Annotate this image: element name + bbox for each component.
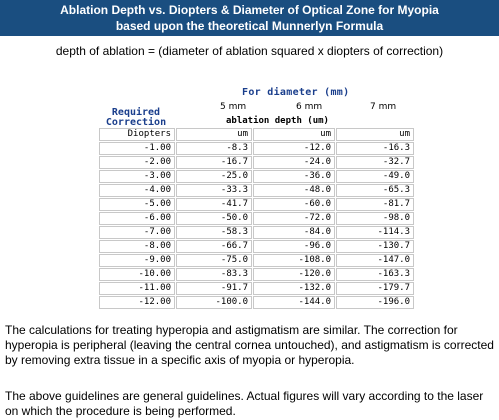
table-cell: -16.7 bbox=[176, 156, 252, 169]
required-correction-label: Required Correction bbox=[105, 107, 167, 128]
table-cell: -91.7 bbox=[176, 282, 252, 295]
size-5mm-label: 5 mm bbox=[220, 102, 247, 112]
table-cell: -114.3 bbox=[336, 226, 414, 239]
table-cell: -75.0 bbox=[176, 254, 252, 267]
unit-cell: um bbox=[253, 128, 335, 141]
table-cell: -7.00 bbox=[99, 226, 175, 239]
table-cell: -36.0 bbox=[253, 170, 335, 183]
table-cell: -32.7 bbox=[336, 156, 414, 169]
table-cell: -10.00 bbox=[99, 268, 175, 281]
table-cell: -41.7 bbox=[176, 198, 252, 211]
table-cell: -81.7 bbox=[336, 198, 414, 211]
table-cell: -72.0 bbox=[253, 212, 335, 225]
table-cell: -65.3 bbox=[336, 184, 414, 197]
table-cell: -33.3 bbox=[176, 184, 252, 197]
table-cell: -179.7 bbox=[336, 282, 414, 295]
table-cell: -196.0 bbox=[336, 296, 414, 309]
table-cell: -8.00 bbox=[99, 240, 175, 253]
table-row: -7.00 -58.3 -84.0 -114.3 bbox=[99, 226, 414, 239]
table-row: -3.00 -25.0 -36.0 -49.0 bbox=[99, 170, 414, 183]
table-cell: -16.3 bbox=[336, 142, 414, 155]
table-row: -12.00 -100.0 -144.0 -196.0 bbox=[99, 296, 414, 309]
ablation-depth-label: ablation depth (um) bbox=[226, 116, 329, 126]
table-cell: -9.00 bbox=[99, 254, 175, 267]
size-6mm-label: 6 mm bbox=[296, 102, 323, 112]
unit-cell: um bbox=[336, 128, 414, 141]
table-cell: -130.7 bbox=[336, 240, 414, 253]
table-cell: -1.00 bbox=[99, 142, 175, 155]
table-cell: -12.00 bbox=[99, 296, 175, 309]
table-cell: -100.0 bbox=[176, 296, 252, 309]
table-cell: -120.0 bbox=[253, 268, 335, 281]
table-cell: -24.0 bbox=[253, 156, 335, 169]
unit-cell: um bbox=[176, 128, 252, 141]
size-7mm-label: 7 mm bbox=[370, 102, 397, 112]
table-cell: -50.0 bbox=[176, 212, 252, 225]
table-row: -5.00 -41.7 -60.0 -81.7 bbox=[99, 198, 414, 211]
table-row: -2.00 -16.7 -24.0 -32.7 bbox=[99, 156, 414, 169]
table-cell: -147.0 bbox=[336, 254, 414, 267]
table-cell: -60.0 bbox=[253, 198, 335, 211]
table-cell: -108.0 bbox=[253, 254, 335, 267]
unit-cell: Diopters bbox=[99, 128, 175, 141]
for-diameter-label: For diameter (mm) bbox=[242, 87, 350, 98]
table-cell: -5.00 bbox=[99, 198, 175, 211]
table-cell: -6.00 bbox=[99, 212, 175, 225]
table-cell: -49.0 bbox=[336, 170, 414, 183]
table-cell: -58.3 bbox=[176, 226, 252, 239]
table-cell: -48.0 bbox=[253, 184, 335, 197]
paragraph-guidelines: The above guidelines are general guideli… bbox=[5, 389, 484, 418]
header-subtitle: based upon the theoretical Munnerlyn For… bbox=[115, 19, 384, 33]
table-cell: -2.00 bbox=[99, 156, 175, 169]
table-cell: -8.3 bbox=[176, 142, 252, 155]
table-cell: -11.00 bbox=[99, 282, 175, 295]
table-cell: -96.0 bbox=[253, 240, 335, 253]
table-row: -6.00 -50.0 -72.0 -98.0 bbox=[99, 212, 414, 225]
table-row: -1.00 -8.3 -12.0 -16.3 bbox=[99, 142, 414, 155]
page-header: Ablation Depth vs. Diopters & Diameter o… bbox=[0, 0, 499, 36]
table-cell: -98.0 bbox=[336, 212, 414, 225]
table-row: -9.00 -75.0 -108.0 -147.0 bbox=[99, 254, 414, 267]
table-row: -8.00 -66.7 -96.0 -130.7 bbox=[99, 240, 414, 253]
formula-text: depth of ablation = (diameter of ablatio… bbox=[55, 44, 444, 58]
table-cell: -132.0 bbox=[253, 282, 335, 295]
table-cell: -84.0 bbox=[253, 226, 335, 239]
units-row: Diopters um um um bbox=[99, 128, 414, 141]
table-row: -11.00 -91.7 -132.0 -179.7 bbox=[99, 282, 414, 295]
table-cell: -144.0 bbox=[253, 296, 335, 309]
table-cell: -12.0 bbox=[253, 142, 335, 155]
table-cell: -163.3 bbox=[336, 268, 414, 281]
table-cell: -83.3 bbox=[176, 268, 252, 281]
paragraph-calculations: The calculations for treating hyperopia … bbox=[5, 323, 494, 367]
table-cell: -3.00 bbox=[99, 170, 175, 183]
table-cell: -25.0 bbox=[176, 170, 252, 183]
table-row: -10.00 -83.3 -120.0 -163.3 bbox=[99, 268, 414, 281]
table-cell: -66.7 bbox=[176, 240, 252, 253]
table-cell: -4.00 bbox=[99, 184, 175, 197]
table-row: -4.00 -33.3 -48.0 -65.3 bbox=[99, 184, 414, 197]
header-title: Ablation Depth vs. Diopters & Diameter o… bbox=[60, 3, 439, 17]
ablation-table: Diopters um um um -1.00 -8.3 -12.0 -16.3 -2.… bbox=[98, 127, 415, 310]
